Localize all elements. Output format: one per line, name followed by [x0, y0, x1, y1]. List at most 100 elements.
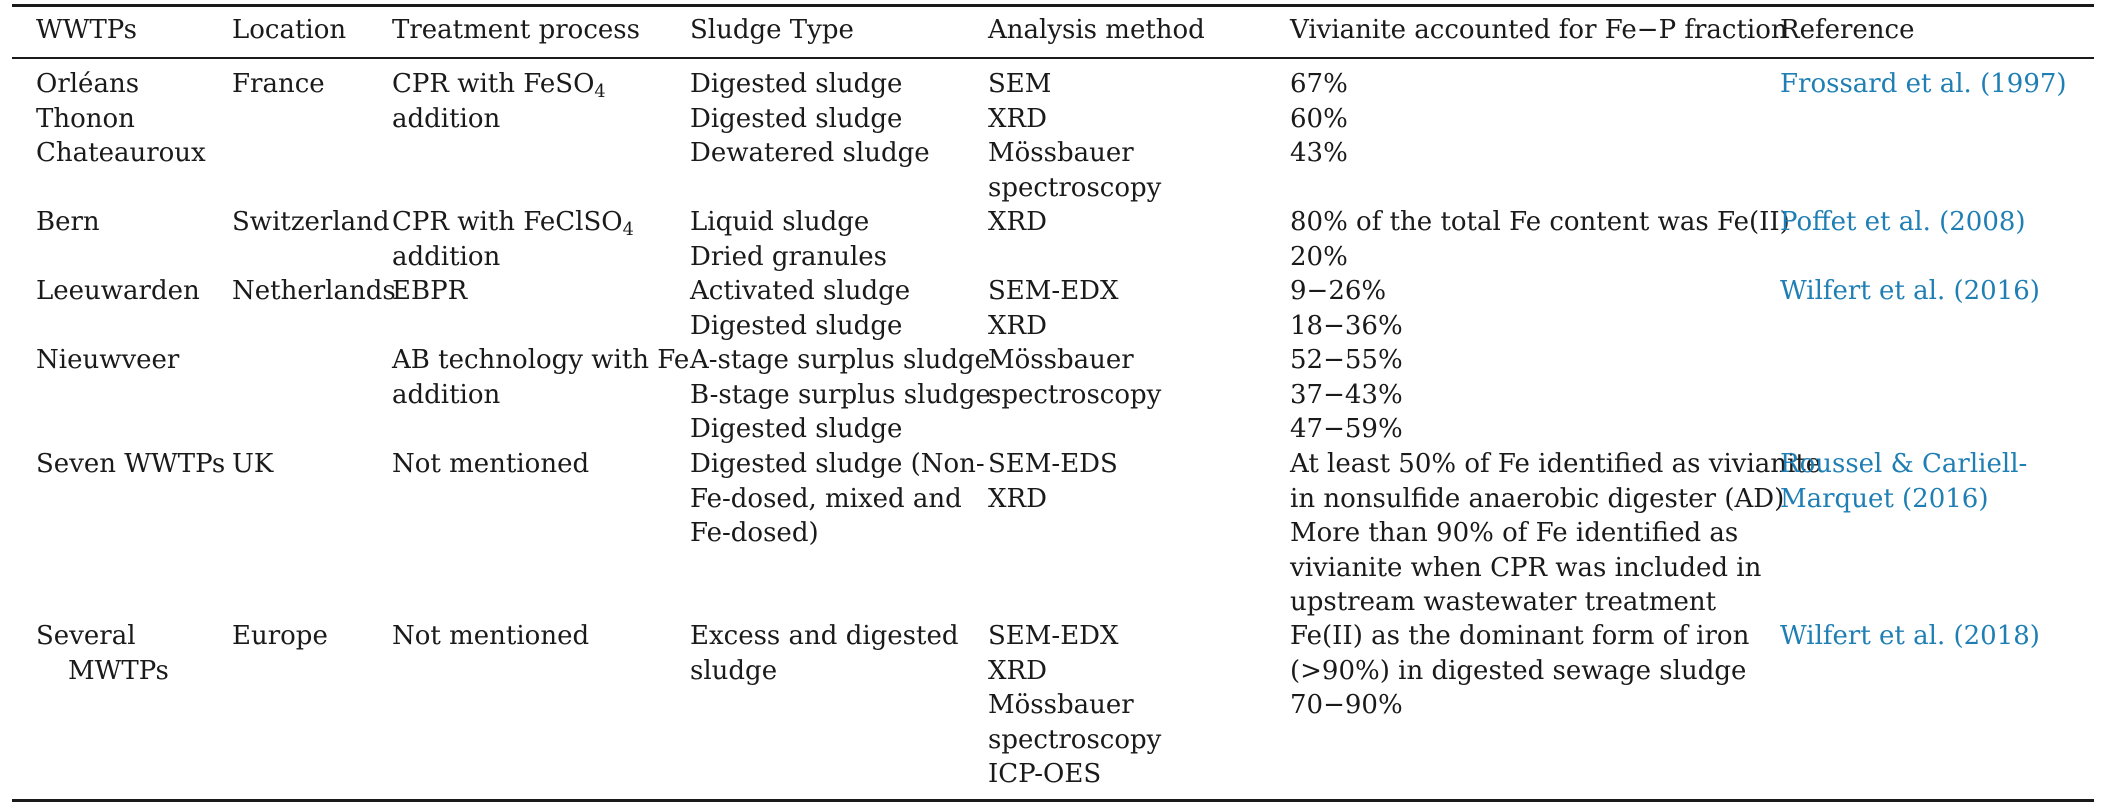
reference-link[interactable]: Wilfert et al. (2018) [1780, 621, 2040, 651]
treatment-process-text: CPR with FeClSO [392, 207, 623, 237]
analysis-method-line: XRD [988, 483, 1047, 514]
vivianite-fraction-line: 18−36% [1290, 310, 1403, 341]
vivianite-fraction-line: (>90%) in digested sewage sludge [1290, 655, 1747, 686]
reference-link[interactable]: Frossard et al. (1997) [1780, 69, 2067, 99]
sludge-type-line: Digested sludge (Non- [690, 449, 985, 479]
analysis-method-line: XRD [988, 310, 1047, 341]
chemical-subscript: 4 [594, 81, 606, 102]
analysis-method-line: SEM-EDX [988, 621, 1119, 651]
sludge-type-line: Digested sludge [690, 69, 903, 99]
sludge-type-line: Dewatered sludge [690, 138, 930, 168]
sludge-type-line: Excess and digested [690, 621, 959, 651]
reference-link[interactable]: Wilfert et al. (2016) [1780, 276, 2040, 306]
wwtp-name: Several [36, 621, 136, 651]
treatment-process-cell: EBPR [392, 276, 468, 306]
vivianite-fraction-line: 80% of the total Fe content was Fe(II) [1290, 207, 1790, 237]
wwtp-name: Chateauroux [36, 138, 206, 168]
vivianite-fraction-line: vivianite when CPR was included in [1290, 552, 1762, 583]
vivianite-fraction-line: Fe(II) as the dominant form of iron [1290, 621, 1750, 651]
sludge-type-cell: Excess and digested sludge [690, 619, 959, 688]
sludge-type-cell: Digested sludge (Non- Fe-dosed, mixed an… [690, 447, 985, 551]
treatment-process-cell: AB technology with Fe addition [392, 343, 689, 412]
sludge-type-line: A-stage surplus sludge [690, 345, 991, 375]
vivianite-fraction-line: 70−90% [1290, 690, 1403, 720]
analysis-method-line: ICP-OES [988, 759, 1102, 789]
vivianite-fraction-cell: At least 50% of Fe identified as viviani… [1290, 447, 1821, 620]
analysis-method-line: SEM-EDS [988, 449, 1118, 479]
wwtp-cell: Seven WWTPs [36, 449, 226, 479]
location-cell: Netherlands [232, 276, 396, 306]
treatment-process-line: AB technology with Fe [392, 345, 690, 375]
reference-cell: Wilfert et al. (2018) [1780, 619, 2040, 654]
vivianite-fraction-line: 43% [1290, 138, 1348, 168]
header-reference: Reference [1780, 15, 1915, 45]
wwtp-name: Orléans [36, 69, 140, 99]
vivianite-fraction-line: 52−55% [1290, 345, 1403, 375]
header-vivianite-fraction: Vivianite accounted for Fe−P fraction [1290, 15, 1788, 45]
sludge-type-line: Dried granules [690, 241, 887, 272]
wwtp-cell: Leeuwarden [36, 276, 200, 306]
analysis-method-line: spectroscopy [988, 724, 1162, 755]
header-analysis-method: Analysis method [988, 15, 1205, 45]
sludge-type-line: Fe-dosed, mixed and [690, 483, 962, 514]
wwtp-cell: Several MWTPs [36, 619, 169, 688]
reference-link[interactable]: Marquet (2016) [1780, 483, 1989, 514]
sludge-type-cell: Liquid sludge Dried granules [690, 205, 887, 274]
analysis-method-cell: SEM-EDS XRD [988, 447, 1118, 516]
wwtp-name: MWTPs [68, 655, 169, 686]
vivianite-fraction-line: At least 50% of Fe identified as viviani… [1290, 449, 1822, 479]
analysis-method-cell: SEM XRD Mössbauer spectroscopy [988, 67, 1161, 205]
sludge-type-cell: A-stage surplus sludge B-stage surplus s… [690, 343, 991, 447]
treatment-process-line: CPR with FeSO4 [392, 67, 606, 102]
reference-cell: Frossard et al. (1997) [1780, 67, 2067, 102]
vivianite-fraction-line: 20% [1290, 241, 1348, 272]
vivianite-fraction-cell: 80% of the total Fe content was Fe(II) 2… [1290, 205, 1790, 274]
sludge-type-cell: Activated sludge Digested sludge [690, 274, 910, 343]
table-top-rule [12, 4, 2094, 7]
vivianite-fraction-line: 60% [1290, 103, 1348, 134]
sludge-type-line: sludge [690, 655, 778, 686]
sludge-type-cell: Digested sludge Digested sludge Dewatere… [690, 67, 930, 171]
location-cell: France [232, 69, 325, 99]
analysis-method-cell: Mössbauer spectroscopy [988, 343, 1161, 412]
analysis-method-line: Mössbauer [988, 138, 1134, 168]
sludge-type-line: Liquid sludge [690, 207, 870, 237]
reference-cell: Poffet et al. (2008) [1780, 205, 2026, 240]
wwtp-cell: Bern [36, 207, 100, 237]
analysis-method-line: SEM [988, 69, 1052, 99]
header-location: Location [232, 15, 347, 45]
analysis-method-line: XRD [988, 655, 1047, 686]
treatment-process-text: CPR with FeSO [392, 69, 595, 99]
reference-link[interactable]: Poffet et al. (2008) [1780, 207, 2026, 237]
treatment-process-cell: CPR with FeClSO4 addition [392, 205, 634, 274]
location-cell: Europe [232, 621, 328, 651]
sludge-type-line: Digested sludge [690, 103, 903, 134]
analysis-method-cell: XRD [988, 207, 1047, 237]
table-bottom-rule [12, 799, 2094, 802]
vivianite-fraction-cell: 9−26% 18−36% [1290, 274, 1403, 343]
analysis-method-line: Mössbauer [988, 345, 1134, 375]
vivianite-fraction-cell: 52−55% 37−43% 47−59% [1290, 343, 1403, 447]
sludge-type-line: Digested sludge [690, 310, 903, 341]
vivianite-fraction-line: in nonsulfide anaerobic digester (AD) [1290, 483, 1785, 514]
sludge-type-line: Digested sludge [690, 414, 903, 444]
treatment-process-line: addition [392, 103, 501, 134]
chemical-subscript: 4 [622, 219, 634, 240]
header-sludge-type: Sludge Type [690, 15, 854, 45]
wwtp-name: Thonon [36, 103, 135, 134]
vivianite-fraction-line: More than 90% of Fe identified as [1290, 518, 1739, 548]
header-treatment-process: Treatment process [392, 15, 640, 45]
analysis-method-line: Mössbauer [988, 690, 1134, 720]
analysis-method-cell: SEM-EDX XRD Mössbauer spectroscopy ICP-O… [988, 619, 1161, 792]
analysis-method-line: spectroscopy [988, 379, 1162, 410]
vivianite-fraction-line: 37−43% [1290, 379, 1403, 410]
reference-cell: Roussel & Carliell- Marquet (2016) [1780, 447, 2027, 516]
wwtp-cell: Nieuwveer [36, 345, 180, 375]
treatment-process-cell: Not mentioned [392, 621, 590, 651]
reference-link[interactable]: Roussel & Carliell- [1780, 449, 2028, 479]
analysis-method-line: XRD [988, 103, 1047, 134]
header-wwtps: WWTPs [36, 15, 137, 45]
treatment-process-line: CPR with FeClSO4 [392, 205, 634, 240]
table-header-rule [12, 57, 2094, 59]
location-cell: UK [232, 449, 274, 479]
